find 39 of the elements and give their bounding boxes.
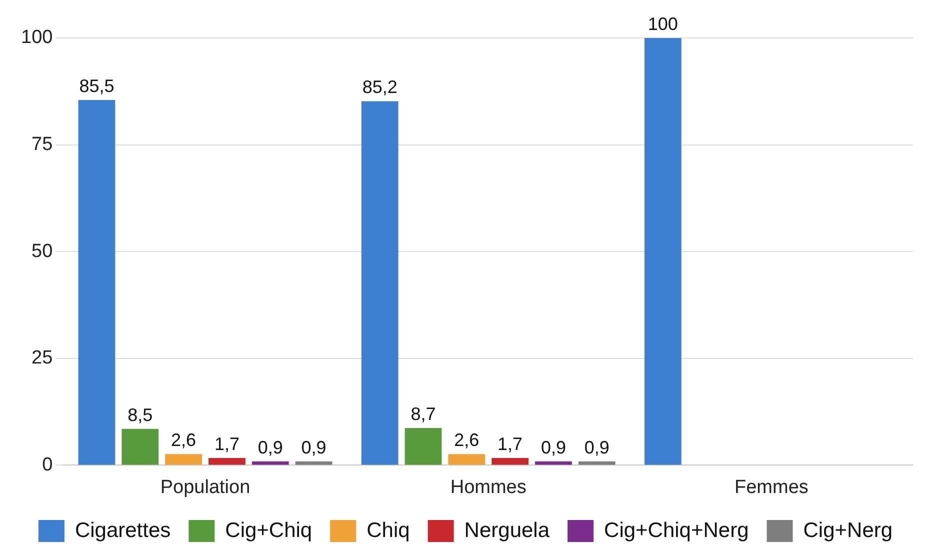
data-label: 1,7: [498, 434, 523, 454]
bar: [208, 458, 246, 465]
bar: [535, 461, 572, 465]
bar: [165, 454, 202, 465]
legend-label: Cig+Nerg: [803, 518, 893, 542]
bar: [252, 461, 289, 465]
bar: [78, 100, 116, 465]
data-label: 0,9: [584, 437, 610, 458]
data-label: 85,2: [362, 77, 398, 98]
bar: [448, 454, 486, 465]
data-label: 2,6: [171, 430, 196, 450]
legend-label: Chiq: [366, 518, 410, 542]
bar: [361, 101, 398, 465]
x-tick-label: Hommes: [450, 476, 526, 498]
data-label: 0,9: [258, 437, 283, 458]
data-label: 100: [648, 14, 678, 34]
data-label: 2,6: [454, 430, 480, 450]
bar: [122, 428, 159, 465]
data-label: 0,9: [301, 437, 326, 458]
y-tick-label: 25: [32, 348, 53, 369]
legend-label: Nerguela: [464, 518, 550, 542]
bar: [578, 461, 616, 465]
y-tick-label: 0: [42, 454, 53, 476]
legend-label: Cig+Chiq+Nerg: [604, 518, 749, 542]
x-tick-label: Femmes: [734, 476, 808, 498]
bar: [404, 428, 442, 465]
data-label: 8,5: [128, 404, 153, 425]
bar: [644, 38, 682, 465]
x-tick-label: Population: [160, 476, 250, 498]
data-label: 85,5: [79, 76, 114, 96]
y-tick-label: 75: [32, 134, 53, 156]
data-label: 8,7: [410, 404, 436, 424]
legend-label: Cig+Chiq: [225, 518, 312, 542]
data-label: 1,7: [214, 434, 240, 454]
bar: [492, 458, 529, 465]
legend-label: Cigarettes: [74, 518, 171, 542]
y-tick-label: 100: [21, 27, 53, 48]
data-label: 0,9: [540, 437, 566, 458]
y-tick-label: 50: [32, 240, 53, 262]
